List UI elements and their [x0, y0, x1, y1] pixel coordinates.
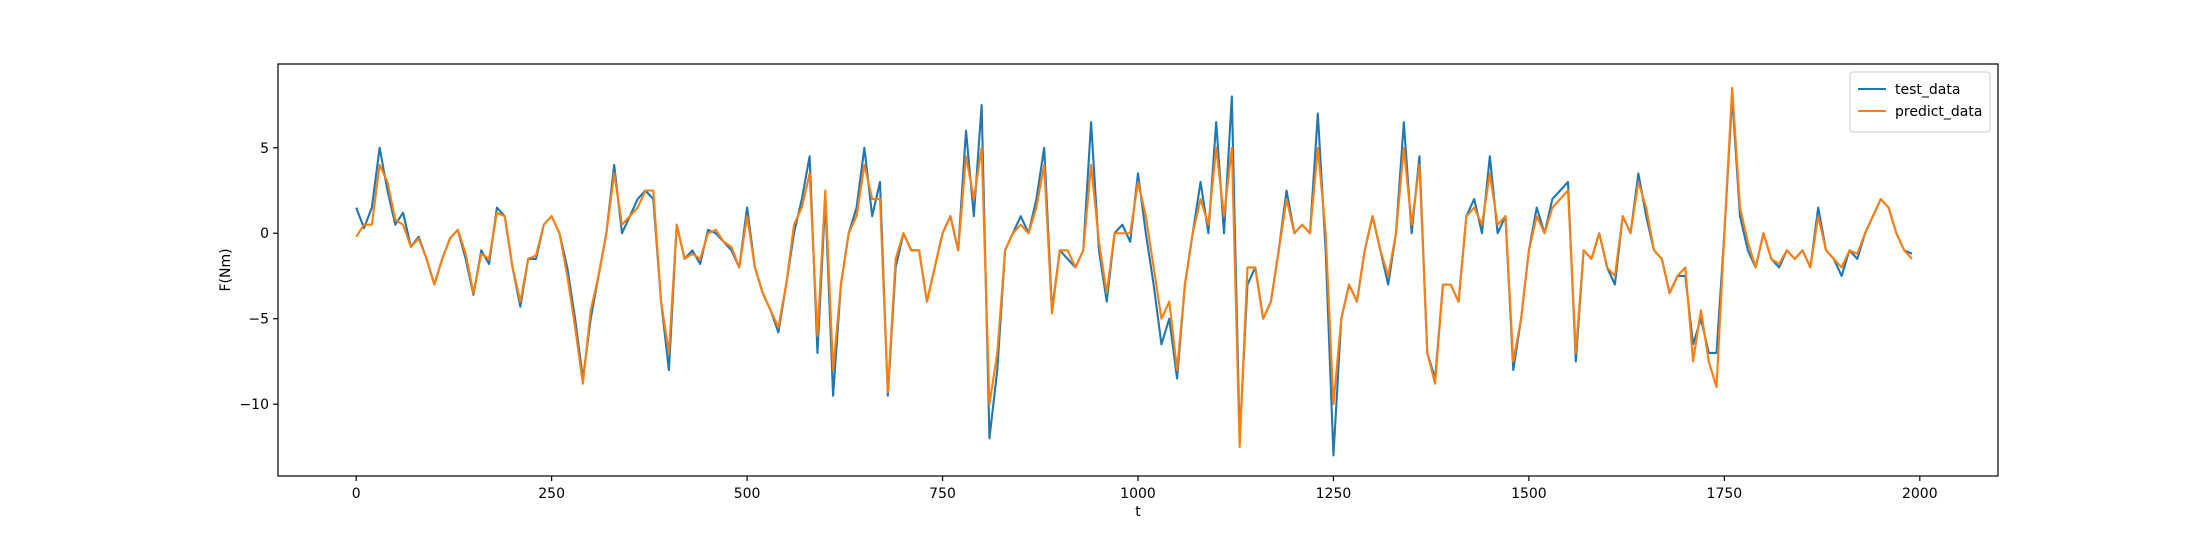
legend-label: predict_data — [1895, 104, 1982, 120]
series-line — [355, 86, 1913, 448]
y-axis-label: F(Nm) — [218, 248, 234, 291]
x-tick-label: 1750 — [1707, 486, 1743, 502]
x-tick-label: 0 — [352, 486, 361, 502]
x-tick-label: 750 — [929, 486, 956, 502]
x-tick-label: 1250 — [1316, 486, 1352, 502]
x-tick-label: 250 — [538, 486, 565, 502]
x-tick-label: 1500 — [1511, 486, 1547, 502]
legend-label: test_data — [1895, 82, 1960, 98]
legend: test_data predict_data — [1849, 71, 1991, 133]
y-tick-label: 5 — [260, 141, 269, 157]
x-tick-label: 2000 — [1902, 486, 1938, 502]
y-tick-label: −10 — [239, 397, 269, 413]
legend-box — [1849, 71, 1991, 133]
x-tick-label: 1000 — [1120, 486, 1156, 502]
plot-frame — [277, 63, 1999, 477]
y-tick-label: 0 — [260, 226, 269, 242]
x-tick-label: 500 — [734, 486, 761, 502]
y-tick-label: −5 — [248, 312, 269, 328]
x-axis-label: t — [1135, 504, 1141, 520]
